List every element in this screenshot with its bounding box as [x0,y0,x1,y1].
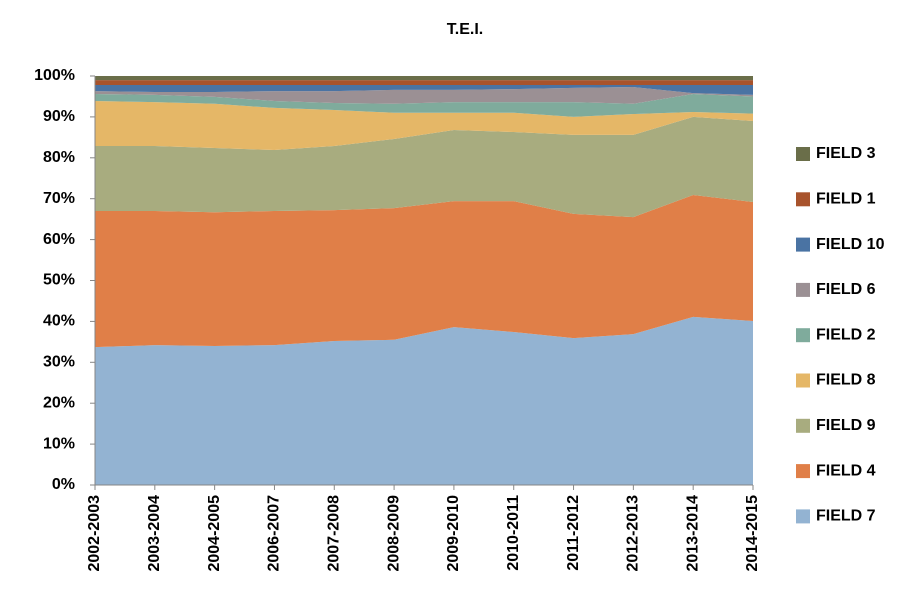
y-tick-label: 100% [34,67,75,84]
y-tick-label: 80% [43,149,75,166]
legend-swatch [796,464,810,479]
x-tick-label: 2002-2003 [86,495,103,572]
legend-label: FIELD 6 [816,281,876,298]
legend-swatch [796,282,810,297]
y-tick-label: 30% [43,354,75,371]
area [95,87,753,104]
legend-swatch [796,418,810,433]
area [95,76,753,81]
x-tick-label: 2013-2014 [684,495,701,572]
legend-label: FIELD 10 [816,236,885,253]
area [95,80,753,85]
x-tick-label: 2007-2008 [325,495,342,572]
y-tick-label: 50% [43,272,75,289]
area [95,316,753,485]
y-tick-label: 90% [43,108,75,125]
x-tick-label: 2012-2013 [625,495,642,572]
legend-label: FIELD 7 [816,508,876,525]
chart-title: T.E.I. [447,21,483,38]
y-tick-label: 70% [43,190,75,207]
x-tick-label: 2011-2012 [565,495,582,571]
x-tick-label: 2014-2015 [744,495,761,572]
area [95,116,753,218]
x-tick-label: 2010-2011 [505,495,522,571]
y-tick-label: 40% [43,313,75,330]
area [95,84,753,95]
legend-label: FIELD 2 [816,326,876,343]
area [95,93,753,117]
x-tick-label: 2009-2010 [445,495,462,572]
area [95,100,753,151]
y-tick-label: 0% [52,476,75,493]
y-tick-label: 60% [43,231,75,248]
legend-label: FIELD 1 [816,191,876,208]
legend-swatch [796,328,810,343]
legend-label: FIELD 3 [816,145,876,162]
x-tick-label: 2006-2007 [266,495,283,572]
x-tick-label: 2008-2009 [385,495,402,572]
x-tick-label: 2004-2005 [206,495,223,572]
y-tick-label: 20% [43,394,75,411]
x-tick-label: 2003-2004 [146,495,163,572]
legend-swatch [796,192,810,207]
legend-label: FIELD 9 [816,417,876,434]
legend-swatch [796,147,810,161]
legend-swatch [796,509,810,524]
y-tick-label: 10% [43,435,75,452]
legend-label: FIELD 8 [816,372,876,389]
legend-swatch [796,373,810,388]
area [95,195,753,348]
legend-label: FIELD 4 [816,462,876,479]
legend-swatch [796,237,810,252]
